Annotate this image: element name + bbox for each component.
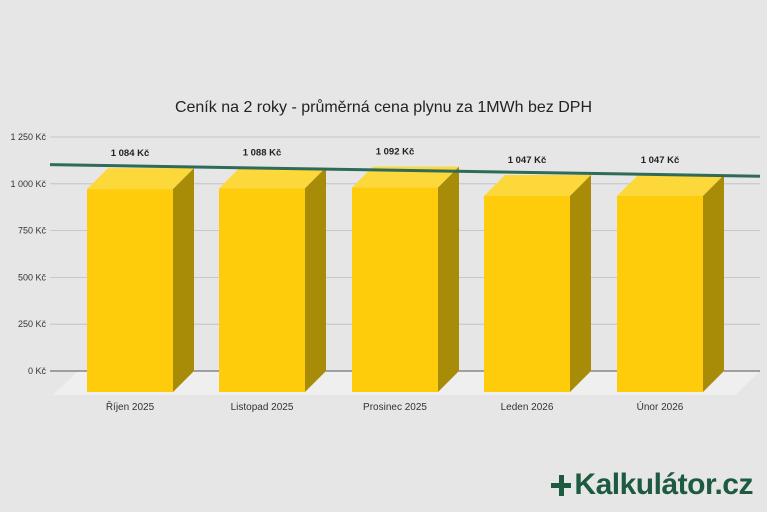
bar-side [703, 175, 724, 392]
x-tick-label: Leden 2026 [501, 402, 554, 413]
y-tick-label: 1 250 Kč [10, 132, 46, 142]
y-tick-label: 0 Kč [28, 366, 47, 376]
bar-side [173, 168, 194, 392]
x-tick-label: Listopad 2025 [231, 402, 294, 413]
bar [87, 189, 173, 392]
data-label: 1 047 Kč [508, 155, 547, 166]
y-tick-label: 250 Kč [18, 319, 47, 329]
y-tick-label: 1 000 Kč [10, 179, 46, 189]
bar [219, 188, 305, 392]
bar [352, 187, 438, 392]
plus-icon [551, 472, 573, 498]
data-label: 1 088 Kč [243, 147, 282, 158]
bar-side [570, 175, 591, 392]
y-tick-label: 750 Kč [18, 226, 47, 236]
bar [484, 196, 570, 392]
bar-top [219, 167, 326, 189]
bar-top [617, 175, 724, 197]
y-tick-label: 500 Kč [18, 272, 47, 282]
data-label: 1 084 Kč [111, 148, 150, 159]
brand-logo: Kalkulátor.cz [551, 468, 753, 502]
x-tick-label: Únor 2026 [637, 400, 684, 413]
x-tick-label: Prosinec 2025 [363, 402, 427, 413]
data-label: 1 047 Kč [641, 155, 680, 166]
bar-top [87, 168, 194, 190]
logo-text: Kalkulátor.cz [574, 468, 753, 501]
bar-top [484, 175, 591, 197]
bar-side [305, 167, 326, 392]
x-tick-label: Říjen 2025 [106, 400, 155, 413]
trendline [49, 163, 761, 178]
bar-side [438, 166, 459, 392]
bar [617, 196, 703, 392]
data-label: 1 092 Kč [376, 147, 415, 158]
chart-title: Ceník na 2 roky - průměrná cena plynu za… [174, 99, 593, 116]
